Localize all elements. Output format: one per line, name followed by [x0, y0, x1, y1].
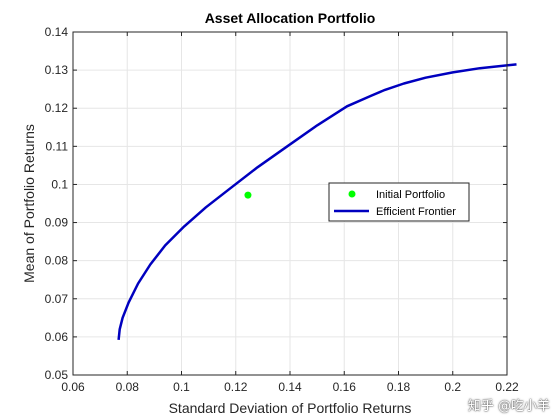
y-tick-label: 0.11 — [46, 139, 69, 153]
x-tick-label: 0.2 — [444, 380, 461, 394]
x-tick-label: 0.1 — [173, 380, 190, 394]
y-tick-label: 0.14 — [45, 25, 69, 39]
y-tick-label: 0.08 — [45, 254, 69, 268]
x-tick-label: 0.22 — [495, 380, 519, 394]
y-tick-label: 0.13 — [45, 63, 69, 77]
legend-label: Efficient Frontier — [376, 206, 456, 218]
x-tick-label: 0.16 — [333, 380, 357, 394]
y-tick-label: 0.1 — [51, 177, 68, 191]
y-tick-label: 0.07 — [45, 292, 69, 306]
y-tick-label: 0.06 — [45, 330, 69, 344]
series-layer — [117, 63, 517, 341]
efficient-frontier-line — [117, 63, 517, 341]
legend-box — [328, 182, 470, 222]
legend-label: Initial Portfolio — [376, 189, 445, 201]
x-tick-label: 0.06 — [61, 380, 85, 394]
x-tick-label: 0.12 — [224, 380, 248, 394]
initial-portfolio-point — [244, 191, 252, 199]
watermark: 知乎 @吃小羊 — [467, 399, 550, 414]
chart-title: Asset Allocation Portfolio — [205, 10, 376, 26]
y-axis-label: Mean of Portfolio Returns — [21, 124, 37, 283]
x-tick-label: 0.08 — [116, 380, 140, 394]
y-tick-label: 0.09 — [45, 216, 69, 230]
x-axis-label: Standard Deviation of Portfolio Returns — [169, 400, 412, 416]
y-tick-label: 0.12 — [45, 101, 69, 115]
plot-frame — [72, 31, 508, 376]
legend: Initial Portfolio Efficient Frontier — [328, 182, 470, 222]
y-tick-label: 0.05 — [45, 368, 69, 382]
x-tick-label: 0.18 — [387, 380, 411, 394]
x-tick-label: 0.14 — [278, 380, 302, 394]
legend-marker-swatch — [348, 190, 356, 198]
